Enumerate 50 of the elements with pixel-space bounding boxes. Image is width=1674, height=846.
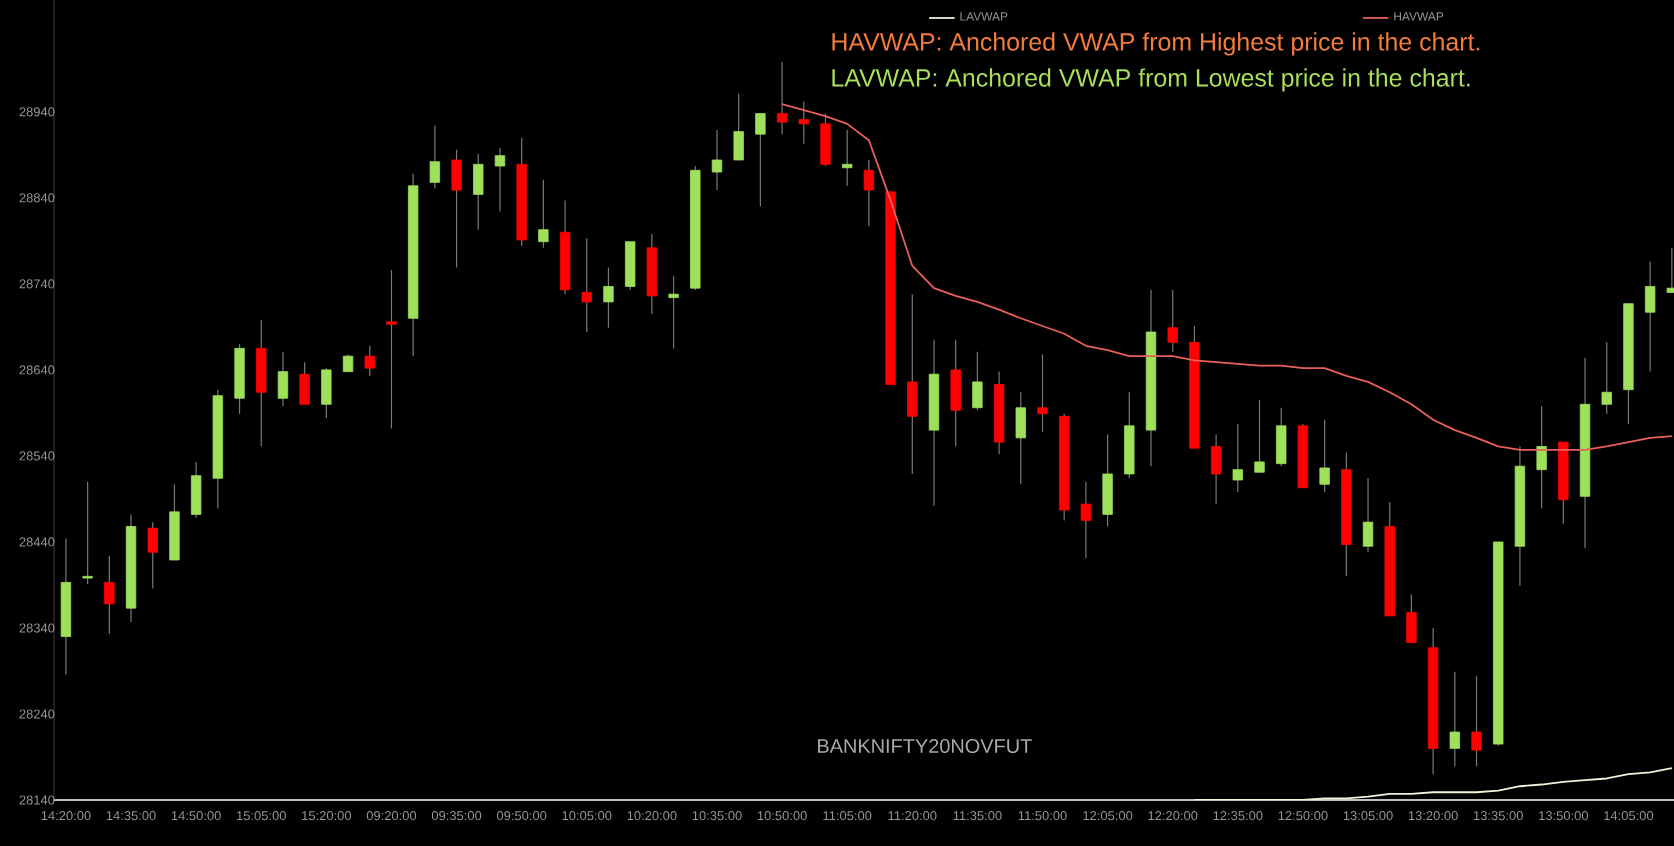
candlestick [733, 93, 744, 161]
candlestick [147, 521, 158, 589]
candlestick [863, 159, 875, 227]
candlestick [1167, 289, 1178, 353]
candlestick [776, 61, 788, 135]
candlestick [1015, 391, 1026, 485]
candlestick [299, 361, 310, 405]
candlestick [1644, 260, 1656, 373]
candlestick [104, 555, 115, 635]
candlestick [1254, 399, 1265, 473]
candlestick [1210, 433, 1222, 505]
candlestick [1102, 433, 1113, 528]
candlestick [668, 275, 679, 349]
candlestick [1037, 353, 1048, 433]
candlestick [625, 241, 636, 291]
candlestick [364, 345, 375, 377]
candlestick [1232, 423, 1243, 493]
candlestick [1406, 593, 1417, 644]
annotation: BANKNIFTY20NOVFUT [818, 738, 1032, 754]
candlestick [907, 293, 918, 475]
candlestick [494, 147, 506, 213]
candlestick [277, 351, 289, 407]
candlestick [581, 237, 592, 333]
candlestick [538, 179, 549, 249]
candlestick [1080, 481, 1092, 559]
candlestick [820, 112, 831, 167]
candlestick [321, 367, 332, 419]
candlestick [603, 266, 614, 329]
candlestick [950, 339, 961, 448]
candlestick [842, 129, 853, 187]
candlestick [798, 100, 809, 145]
candlestick [451, 149, 462, 269]
candlestick [386, 269, 397, 429]
candlestick [190, 461, 202, 519]
annotation: LAVWAP: Anchored VWAP from Lowest price in the chart. [832, 68, 1470, 92]
candlestick [755, 112, 766, 208]
candlestick [1276, 407, 1287, 467]
candlestick [711, 129, 723, 191]
candlestick [256, 319, 267, 448]
candlestick [1362, 477, 1374, 553]
candlestick [1601, 341, 1612, 415]
candlestick [429, 124, 441, 189]
candlestick [972, 351, 983, 411]
candlestick [1536, 405, 1547, 509]
candlestick [1449, 671, 1460, 768]
candlestick [82, 481, 93, 585]
annotation: HAVWAP: Anchored VWAP from Highest price in the chart. [832, 32, 1480, 56]
candlestick [1319, 419, 1330, 493]
candlestick [473, 153, 484, 231]
candlestick [1471, 675, 1482, 768]
